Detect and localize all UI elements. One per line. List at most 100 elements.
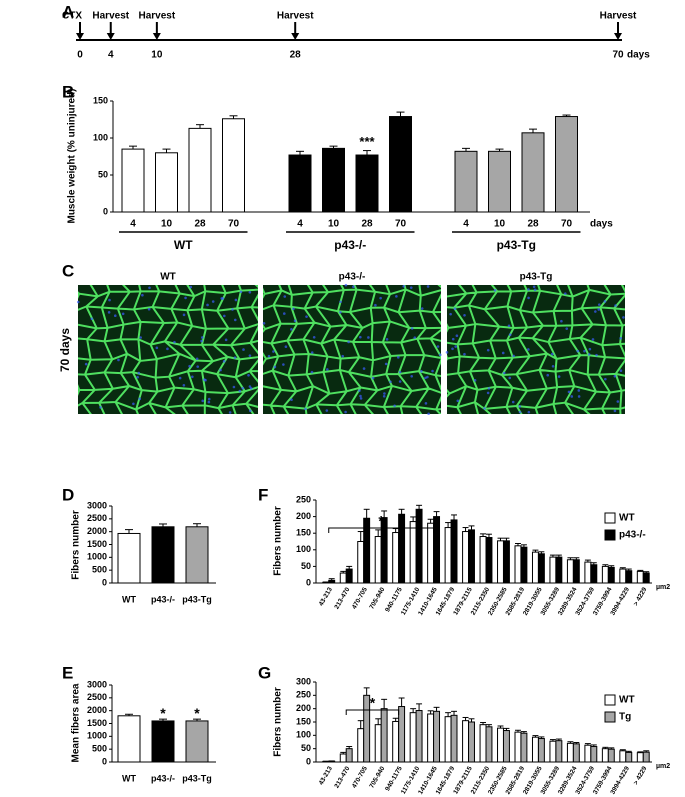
y-tick-label: 2000 (87, 526, 107, 536)
bar (151, 526, 175, 584)
bar (462, 531, 470, 584)
bar (185, 526, 209, 584)
nucleus (148, 286, 151, 290)
nucleus (292, 307, 295, 311)
panel-label: B (62, 82, 74, 101)
nucleus (121, 312, 125, 316)
nucleus (493, 289, 497, 292)
x-tick-label: 4 (463, 219, 469, 230)
nucleus (508, 333, 512, 337)
nucleus (546, 373, 550, 377)
nucleus (184, 296, 187, 300)
nucleus (597, 303, 601, 306)
nucleus (196, 365, 200, 368)
nucleus (577, 389, 581, 392)
bar (427, 522, 435, 584)
x-tick-label: 28 (194, 219, 206, 230)
bar (427, 713, 435, 763)
bar (322, 581, 330, 584)
y-tick-label: 250 (296, 494, 311, 504)
nucleus (347, 340, 350, 344)
x-unit: µm2 (656, 584, 670, 591)
nucleus (84, 362, 88, 366)
bar (121, 148, 145, 213)
y-tick-label: 50 (301, 743, 311, 753)
timeline-tick-label: 10 (151, 50, 163, 61)
nucleus (597, 308, 601, 311)
bar (531, 736, 539, 763)
bracket-label: * (370, 695, 376, 711)
nucleus (420, 307, 424, 310)
bar (642, 751, 650, 763)
significance: * (160, 705, 166, 721)
nucleus (527, 410, 531, 414)
nucleus (374, 303, 377, 307)
nucleus (359, 394, 362, 398)
arrow-head (106, 33, 115, 40)
event-label: Harvest (600, 11, 637, 22)
nucleus (141, 293, 144, 297)
nucleus (290, 398, 293, 402)
y-axis-label: Mean fibers area (71, 683, 82, 762)
bar (222, 118, 245, 213)
nucleus (242, 348, 245, 351)
bar (345, 568, 353, 584)
nucleus (410, 375, 414, 378)
x-unit: days (590, 219, 613, 230)
arrow-head (76, 33, 84, 40)
nucleus (604, 377, 607, 381)
bar (520, 732, 528, 763)
x-tick-label: p43-Tg (182, 773, 212, 783)
bar (117, 715, 141, 763)
y-tick-label: 0 (306, 577, 311, 587)
bar (549, 556, 557, 584)
nucleus (247, 373, 250, 377)
timeline-tick-label: 0 (77, 50, 83, 61)
nucleus (603, 300, 607, 303)
bar (625, 751, 633, 763)
bar (409, 521, 417, 584)
nucleus (290, 328, 293, 331)
bar (433, 710, 441, 763)
y-tick-label: 0 (102, 756, 107, 766)
nucleus (228, 411, 232, 414)
nucleus (398, 370, 402, 374)
event-label: Harvest (92, 11, 129, 22)
annotation: *** (359, 134, 375, 149)
y-tick-label: 0 (306, 756, 311, 766)
nucleus (249, 387, 253, 390)
nucleus (155, 346, 159, 350)
bar (357, 728, 365, 763)
nucleus (501, 351, 505, 355)
y-tick-label: 50 (98, 169, 108, 179)
bar (521, 132, 545, 213)
nucleus (239, 290, 243, 294)
legend-swatch (604, 711, 616, 723)
nucleus (282, 312, 286, 315)
bar (590, 564, 598, 584)
bar (322, 147, 345, 213)
y-tick-label: 0 (103, 206, 108, 216)
nucleus (576, 349, 580, 353)
bar (433, 516, 441, 584)
panel-label: G (258, 663, 271, 682)
nucleus (359, 397, 363, 400)
nucleus (456, 399, 460, 403)
nucleus (132, 402, 135, 406)
nucleus (570, 395, 574, 398)
nucleus (273, 365, 277, 369)
nucleus (232, 385, 236, 389)
bar (619, 568, 627, 584)
nucleus (248, 290, 252, 294)
nucleus (233, 318, 237, 322)
bar (497, 727, 504, 763)
x-unit: µm2 (656, 763, 670, 770)
y-tick-label: 500 (92, 565, 107, 575)
nucleus (147, 307, 151, 311)
bar (444, 527, 452, 584)
bar (415, 710, 423, 763)
bar (502, 540, 510, 584)
bar (392, 720, 400, 763)
bar (454, 150, 478, 213)
nucleus (382, 395, 386, 398)
